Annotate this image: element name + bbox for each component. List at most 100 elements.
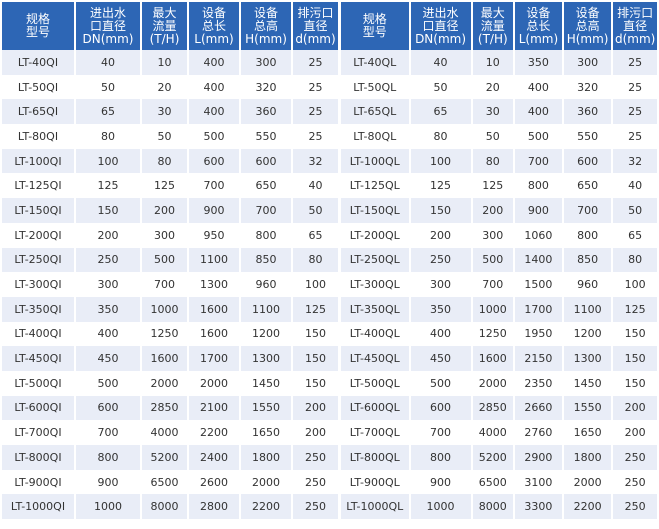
table-row: LT-150QI 150 200 900 700 50 bbox=[2, 198, 338, 223]
cell-total-height: 600 bbox=[241, 148, 291, 174]
cell-total-height: 960 bbox=[563, 272, 612, 297]
cell-total-height: 550 bbox=[241, 124, 291, 149]
cell-total-height: 1650 bbox=[563, 420, 612, 445]
cell-max-flow: 30 bbox=[472, 99, 514, 125]
table-row: LT-40QL 40 10 350 300 25 bbox=[341, 50, 657, 75]
cell-drain-diameter: 250 bbox=[613, 469, 657, 495]
cell-model: LT-65QI bbox=[2, 99, 74, 125]
header-total-height: 设备 总高 H(mm) bbox=[563, 2, 612, 50]
cell-max-flow: 4000 bbox=[472, 420, 514, 445]
cell-total-length: 3300 bbox=[515, 494, 562, 520]
table-row: LT-300QI 300 700 1300 960 100 bbox=[2, 272, 338, 297]
cell-total-length: 400 bbox=[189, 50, 239, 75]
cell-inlet-diameter: 80 bbox=[76, 124, 140, 149]
cell-max-flow: 4000 bbox=[142, 420, 187, 445]
cell-model: LT-65QL bbox=[341, 99, 409, 125]
cell-model: LT-900QL bbox=[341, 469, 409, 495]
cell-drain-diameter: 150 bbox=[293, 346, 338, 371]
cell-total-height: 2000 bbox=[241, 469, 291, 495]
cell-total-height: 600 bbox=[563, 148, 612, 174]
cell-total-length: 1700 bbox=[189, 346, 239, 371]
cell-total-height: 700 bbox=[563, 198, 612, 223]
cell-total-length: 1500 bbox=[515, 272, 562, 297]
table-row: LT-250QI 250 500 1100 850 80 bbox=[2, 247, 338, 273]
cell-model: LT-350QL bbox=[341, 296, 409, 322]
cell-inlet-diameter: 900 bbox=[410, 469, 471, 495]
cell-max-flow: 700 bbox=[472, 272, 514, 297]
cell-total-height: 1550 bbox=[241, 395, 291, 421]
cell-drain-diameter: 25 bbox=[613, 99, 657, 125]
cell-max-flow: 1600 bbox=[142, 346, 187, 371]
cell-drain-diameter: 65 bbox=[293, 222, 338, 248]
cell-model: LT-200QI bbox=[2, 222, 74, 248]
table-row: LT-400QI 400 1250 1600 1200 150 bbox=[2, 321, 338, 347]
table-row: LT-80QL 80 50 500 550 25 bbox=[341, 124, 657, 149]
cell-total-length: 1100 bbox=[189, 247, 239, 273]
cell-inlet-diameter: 450 bbox=[410, 346, 471, 371]
cell-drain-diameter: 25 bbox=[613, 50, 657, 75]
cell-total-length: 600 bbox=[189, 148, 239, 174]
cell-drain-diameter: 250 bbox=[293, 494, 338, 520]
cell-max-flow: 80 bbox=[472, 148, 514, 174]
cell-total-length: 1600 bbox=[189, 321, 239, 347]
cell-model: LT-40QI bbox=[2, 50, 74, 75]
cell-model: LT-700QL bbox=[341, 420, 409, 445]
cell-model: LT-300QI bbox=[2, 272, 74, 297]
cell-model: LT-600QL bbox=[341, 395, 409, 421]
cell-model: LT-150QI bbox=[2, 198, 74, 223]
cell-drain-diameter: 250 bbox=[613, 445, 657, 470]
cell-model: LT-100QI bbox=[2, 148, 74, 174]
cell-total-height: 300 bbox=[241, 50, 291, 75]
cell-max-flow: 80 bbox=[142, 148, 187, 174]
cell-max-flow: 1600 bbox=[472, 346, 514, 371]
header-max-flow: 最大 流量 (T/H) bbox=[142, 2, 187, 50]
cell-model: LT-800QI bbox=[2, 445, 74, 470]
cell-max-flow: 50 bbox=[472, 124, 514, 149]
header-row: 规格 型号 进出水 口直径 DN(mm) 最大 流量 (T/H) 设备 总长 L(mm… bbox=[2, 2, 338, 50]
cell-max-flow: 50 bbox=[142, 124, 187, 149]
table-row: LT-40QI 40 10 400 300 25 bbox=[2, 50, 338, 75]
cell-inlet-diameter: 65 bbox=[410, 99, 471, 125]
cell-model: LT-800QL bbox=[341, 445, 409, 470]
cell-model: LT-350QI bbox=[2, 296, 74, 322]
cell-total-height: 320 bbox=[241, 74, 291, 100]
cell-model: LT-600QI bbox=[2, 395, 74, 421]
cell-inlet-diameter: 450 bbox=[76, 346, 140, 371]
cell-max-flow: 20 bbox=[142, 74, 187, 100]
cell-drain-diameter: 150 bbox=[613, 321, 657, 347]
cell-inlet-diameter: 40 bbox=[76, 50, 140, 75]
cell-inlet-diameter: 200 bbox=[76, 222, 140, 248]
cell-inlet-diameter: 800 bbox=[76, 445, 140, 470]
cell-total-height: 650 bbox=[241, 173, 291, 199]
cell-total-height: 320 bbox=[563, 74, 612, 100]
cell-inlet-diameter: 700 bbox=[76, 420, 140, 445]
cell-inlet-diameter: 1000 bbox=[410, 494, 471, 520]
cell-max-flow: 200 bbox=[142, 198, 187, 223]
cell-model: LT-125QI bbox=[2, 173, 74, 199]
cell-total-length: 1060 bbox=[515, 222, 562, 248]
cell-drain-diameter: 25 bbox=[293, 50, 338, 75]
cell-total-height: 1450 bbox=[241, 370, 291, 396]
cell-total-height: 360 bbox=[241, 99, 291, 125]
cell-model: LT-100QL bbox=[341, 148, 409, 174]
cell-total-length: 2400 bbox=[189, 445, 239, 470]
cell-drain-diameter: 125 bbox=[293, 296, 338, 322]
cell-inlet-diameter: 900 bbox=[76, 469, 140, 495]
cell-total-length: 1950 bbox=[515, 321, 562, 347]
cell-max-flow: 1000 bbox=[142, 296, 187, 322]
table-row: LT-800QI 800 5200 2400 1800 250 bbox=[2, 445, 338, 470]
cell-max-flow: 125 bbox=[472, 173, 514, 199]
cell-model: LT-400QL bbox=[341, 321, 409, 347]
table-row: LT-65QI 65 30 400 360 25 bbox=[2, 99, 338, 125]
header-total-height: 设备 总高 H(mm) bbox=[241, 2, 291, 50]
cell-total-height: 800 bbox=[241, 222, 291, 248]
header-total-length: 设备 总长 L(mm) bbox=[515, 2, 562, 50]
cell-drain-diameter: 150 bbox=[293, 370, 338, 396]
cell-inlet-diameter: 700 bbox=[410, 420, 471, 445]
header-drain-diameter: 排污口 直径 d(mm) bbox=[293, 2, 338, 50]
table-row: LT-250QL 250 500 1400 850 80 bbox=[341, 247, 657, 273]
cell-model: LT-450QI bbox=[2, 346, 74, 371]
cell-total-height: 2200 bbox=[241, 494, 291, 520]
cell-drain-diameter: 25 bbox=[293, 74, 338, 100]
cell-inlet-diameter: 125 bbox=[76, 173, 140, 199]
